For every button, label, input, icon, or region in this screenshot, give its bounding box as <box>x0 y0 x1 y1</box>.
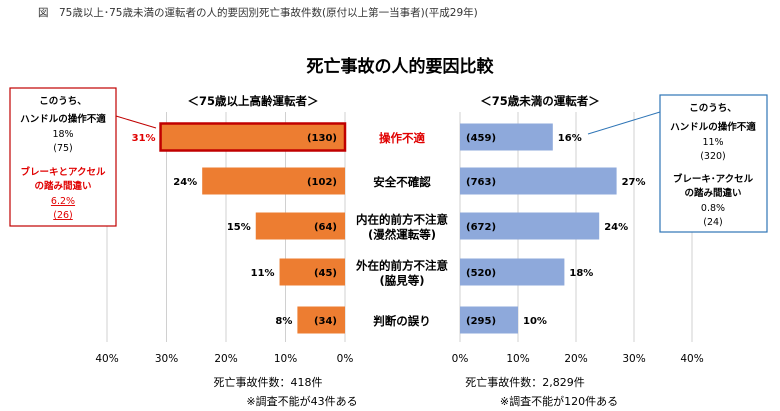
bar-right-count: (295) <box>466 316 496 327</box>
left-annotation-line8: (26) <box>53 210 73 221</box>
right-annotation-line2: ハンドルの操作不適 <box>670 121 756 133</box>
right-annotation-connector <box>587 111 661 135</box>
bar-right-percent: 27% <box>622 177 646 188</box>
right-annotation: このうち、 ハンドルの操作不適 11% (320) ブレーキ･アクセル の踏み間… <box>587 94 768 233</box>
left-series-title: ＜75歳以上高齢運転者＞ <box>187 94 318 108</box>
right-total: 死亡事故件数：2,829件 <box>465 375 585 389</box>
bar-right-percent: 16% <box>558 133 582 144</box>
right-note: ※調査不能が120件ある <box>500 394 618 408</box>
bar-left <box>255 212 345 240</box>
tick-label-right: 0% <box>452 353 469 365</box>
right-annotation-box <box>659 94 768 233</box>
right-series-title: ＜75歳未満の運転者＞ <box>480 94 600 108</box>
left-annotation-line3: 18% <box>52 129 73 140</box>
bar-layer: (130) 31% (459) 16% 操作不適 (102) 24% (763) 27% 安全不確… <box>132 122 646 334</box>
left-total: 死亡事故件数：418件 <box>214 375 323 389</box>
right-annotation-line4: (320) <box>700 151 726 162</box>
left-note: ※調査不能が43件ある <box>246 394 357 408</box>
tick-label-left: 30% <box>155 353 178 365</box>
left-annotation: このうち、 ハンドルの操作不適 18% (75) ブレーキとアクセル の踏み間違… <box>9 87 157 227</box>
right-annotation-line8: (24) <box>703 217 723 228</box>
bar-right-percent: 24% <box>604 222 628 233</box>
bar-right-count: (520) <box>466 268 496 279</box>
bar-left-count: (102) <box>307 177 337 188</box>
bar-left-percent: 31% <box>132 133 156 144</box>
right-annotation-line6: の踏み間違い <box>684 187 741 199</box>
category-label: 安全不確認 <box>373 175 431 189</box>
right-annotation-line7: 0.8% <box>701 203 725 214</box>
bar-left <box>202 167 345 195</box>
category-label: 操作不適 <box>379 131 425 145</box>
left-annotation-line7: 6.2% <box>51 196 75 207</box>
category-label: 内在的前方不注意 <box>356 213 448 227</box>
bar-left <box>159 122 347 152</box>
bar-right <box>460 258 565 286</box>
category-label: 判断の誤り <box>373 314 431 328</box>
bar-right-count: (763) <box>466 177 496 188</box>
bar-left-percent: 15% <box>227 222 251 233</box>
category-label: (脇見等) <box>379 274 424 288</box>
left-annotation-box <box>9 87 117 227</box>
bar-left <box>279 258 345 286</box>
tick-label-left: 20% <box>214 353 237 365</box>
tick-label-right: 40% <box>680 353 703 365</box>
left-annotation-line4: (75) <box>53 143 73 154</box>
left-annotation-line6: の踏み間違い <box>34 180 91 192</box>
left-annotation-line5: ブレーキとアクセル <box>20 166 106 178</box>
bar-left <box>297 306 345 334</box>
left-annotation-line2: ハンドルの操作不適 <box>20 113 106 125</box>
chart-title: 死亡事故の人的要因比較 <box>307 56 495 77</box>
category-label: (漫然運転等) <box>368 228 436 242</box>
tick-label-left: 10% <box>274 353 297 365</box>
bar-right-count: (459) <box>466 133 496 144</box>
tick-labels: 0% 0% 10% 10% 20% 20% 30% 30% 40% 40% <box>95 353 703 365</box>
right-annotation-line5: ブレーキ･アクセル <box>673 173 754 185</box>
bar-right <box>460 123 553 151</box>
left-annotation-line1: このうち、 <box>39 96 87 107</box>
category-label: 外在的前方不注意 <box>355 259 448 273</box>
bar-left-count: (64) <box>314 222 337 233</box>
bar-left-count: (45) <box>314 268 337 279</box>
bar-right <box>460 167 617 195</box>
tick-label-left: 0% <box>337 353 354 365</box>
bar-left-percent: 24% <box>173 177 197 188</box>
bar-left-count: (34) <box>314 316 337 327</box>
tick-label-right: 30% <box>622 353 645 365</box>
bar-right <box>460 212 600 240</box>
right-annotation-line1: このうち、 <box>689 103 737 114</box>
bar-right-percent: 10% <box>523 316 547 327</box>
tick-label-right: 20% <box>564 353 587 365</box>
tick-label-left: 40% <box>95 353 118 365</box>
bar-right-percent: 18% <box>569 268 593 279</box>
bar-right-count: (672) <box>466 222 496 233</box>
left-annotation-connector <box>115 115 157 129</box>
right-annotation-line3: 11% <box>702 137 723 148</box>
bar-left-percent: 8% <box>275 316 292 327</box>
bar-left-count: (130) <box>307 133 337 144</box>
tick-label-right: 10% <box>506 353 529 365</box>
figure-title: 図 75歳以上･75歳未満の運転者の人的要因別死亡事故件数(原付以上第一当事者)… <box>38 6 478 19</box>
bar-left-percent: 11% <box>251 268 275 279</box>
bar-right <box>460 306 518 334</box>
